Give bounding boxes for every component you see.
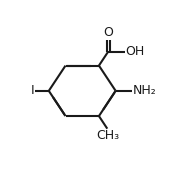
Text: OH: OH	[125, 45, 145, 58]
Text: NH₂: NH₂	[133, 84, 157, 97]
Text: I: I	[31, 84, 34, 97]
Text: O: O	[103, 26, 113, 39]
Text: CH₃: CH₃	[96, 130, 119, 142]
